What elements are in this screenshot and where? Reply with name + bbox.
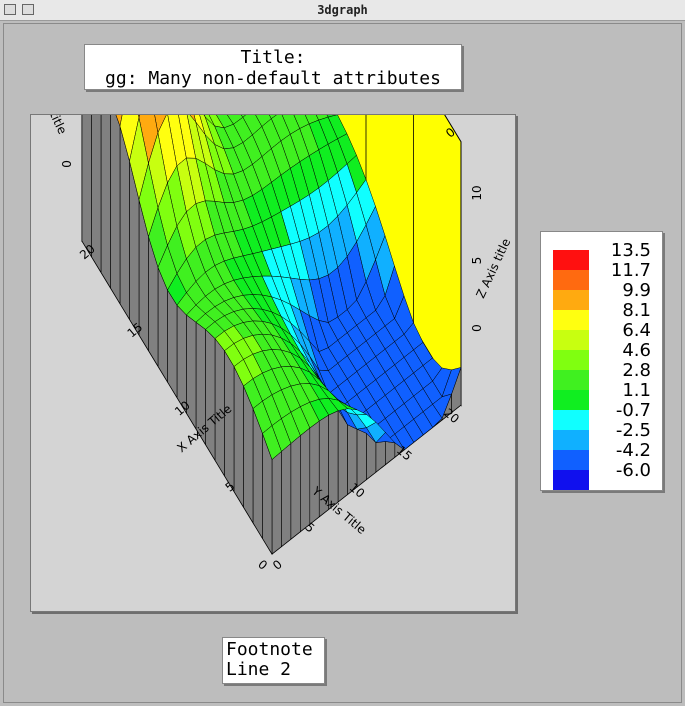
legend-label: -6.0 <box>616 460 651 481</box>
legend-swatch <box>553 290 589 310</box>
legend-label: 1.1 <box>622 380 651 401</box>
z-tick-label-right: 0 <box>470 324 484 332</box>
chart-title-box: Title: gg: Many non-default attributes <box>84 44 462 90</box>
legend-swatch <box>553 310 589 330</box>
legend-swatch <box>553 270 589 290</box>
surface-skirt <box>271 450 282 555</box>
legend-swatch <box>553 350 589 370</box>
footnote-line2: Line 2 <box>226 659 292 680</box>
chart-title-line2: gg: Many non-default attributes <box>105 68 441 89</box>
surface-skirt <box>243 385 254 524</box>
legend-label: -2.5 <box>616 420 651 441</box>
legend-label: 11.7 <box>611 260 651 281</box>
surface-skirt <box>224 349 235 493</box>
x-tick-label-front: 0 <box>270 557 285 573</box>
chart-frame <box>3 23 682 703</box>
legend-label: 6.4 <box>622 320 651 341</box>
legend-label: 8.1 <box>622 300 651 321</box>
surface-skirt <box>167 288 178 399</box>
z-tick-label-right: 10 <box>470 185 484 200</box>
z-tick-label-left: 0 <box>59 160 73 168</box>
z-tick-label-right: 5 <box>470 257 484 265</box>
legend-swatch <box>553 330 589 350</box>
plot-area: 0000555510101010151515152020202000551010… <box>30 0 516 612</box>
surface-skirt <box>281 442 292 548</box>
legend-label: -4.2 <box>616 440 651 461</box>
surface-skirt <box>176 304 187 415</box>
legend-label: -0.7 <box>616 400 651 421</box>
window-title: 3dgraph <box>317 3 368 17</box>
surface-skirt <box>205 328 216 462</box>
legend: 13.5 11.7 9.9 8.1 6.4 4.6 2.8 1.1 -0.7 -2.5 -4.2 -6… <box>540 231 663 491</box>
surface-cell <box>262 425 282 460</box>
legend-label: 9.9 <box>622 280 651 301</box>
window-menu-button[interactable] <box>4 4 16 15</box>
surface-skirt <box>233 366 244 509</box>
surface-skirt <box>110 99 121 305</box>
surface-skirt <box>100 83 111 290</box>
legend-swatch <box>553 390 589 410</box>
legend-swatch <box>553 410 589 430</box>
legend-label: 4.6 <box>622 340 651 361</box>
footnote-box: Footnote Line 2 <box>222 637 325 684</box>
legend-scale: 13.511.79.98.16.44.62.81.1-0.7-2.5-4.2-6… <box>553 240 651 490</box>
surface-skirt <box>300 427 311 533</box>
window-minimize-button[interactable] <box>22 4 34 15</box>
surface-skirt <box>290 434 301 540</box>
chart-title-line1: Title: <box>240 47 306 68</box>
surface-plot: 0000555510101010151515152020202000551010… <box>30 0 513 573</box>
footnote-line1: Footnote <box>226 639 313 660</box>
surface-skirt <box>309 420 320 525</box>
y-tick-label-front: 0 <box>255 557 270 573</box>
legend-swatch <box>553 250 589 270</box>
legend-label: 13.5 <box>611 240 651 261</box>
window-titlebar: 3dgraph <box>0 0 685 21</box>
legend-swatch <box>553 370 589 390</box>
legend-label: 2.8 <box>622 360 651 381</box>
z-axis-title-right: Z Axis title <box>473 236 513 300</box>
z-axis-title-left: Z Axis title <box>31 115 70 136</box>
legend-swatch <box>553 430 589 450</box>
legend-swatch <box>553 470 589 490</box>
legend-swatch <box>553 450 589 470</box>
surface-skirt <box>81 79 92 258</box>
